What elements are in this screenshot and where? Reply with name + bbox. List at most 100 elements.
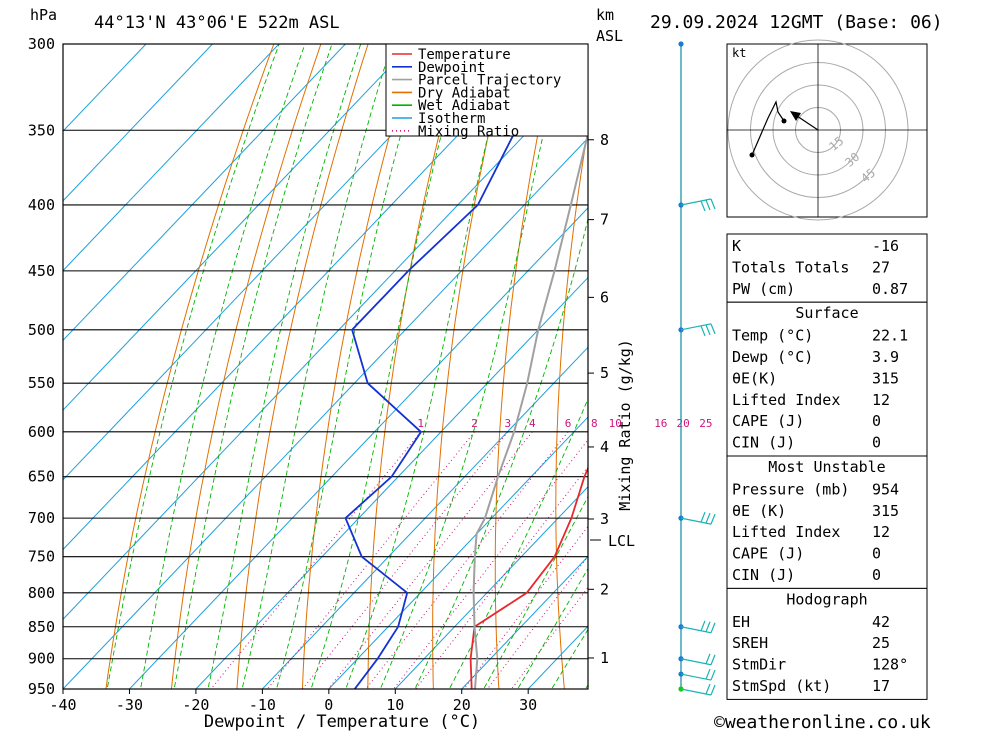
wind-barb-feather — [711, 655, 715, 665]
wind-barb-feather — [711, 623, 715, 633]
index-label: Temp (°C) — [732, 327, 813, 345]
index-value: 27 — [872, 258, 890, 276]
hpa-label: hPa — [30, 6, 57, 24]
isotherm-line — [196, 44, 811, 689]
lcl-label: LCL — [608, 532, 635, 550]
mixing-ratio-line — [211, 432, 421, 689]
wet-adiabat-line — [446, 44, 704, 695]
hodograph-point — [750, 153, 755, 158]
wind-barb-feather — [701, 201, 705, 211]
index-label: K — [732, 237, 741, 255]
mixing-ratio-line — [328, 432, 532, 689]
index-label: CAPE (J) — [732, 412, 804, 430]
index-value: 25 — [872, 634, 890, 652]
wet-adiabat-line — [344, 44, 511, 695]
isotherm-line — [0, 44, 611, 689]
km-tick-label: 8 — [600, 131, 609, 149]
pressure-tick-label: 800 — [28, 584, 55, 602]
mixing-ratio-value: 25 — [699, 417, 712, 430]
km-tick-label: 5 — [600, 364, 609, 382]
mixing-ratio-line — [416, 432, 616, 689]
mixing-ratio-value: 3 — [504, 417, 511, 430]
mixing-ratio-value: 2 — [471, 417, 478, 430]
series-line-parcel-trajectory — [474, 44, 612, 689]
index-value: 3.9 — [872, 348, 899, 366]
mixing-ratio-line — [394, 432, 595, 689]
pressure-tick-label: 600 — [28, 423, 55, 441]
pressure-gridlines — [63, 44, 588, 689]
pressure-axis: 3003504004505005506006507007508008509009… — [28, 35, 55, 698]
wet-adiabat-line — [309, 44, 465, 695]
index-value: 315 — [872, 502, 899, 520]
index-label: θE (K) — [732, 502, 786, 520]
wind-barbs — [678, 41, 715, 695]
dry-adiabat-line — [433, 44, 510, 695]
pressure-tick-label: 900 — [28, 650, 55, 668]
index-label: θE(K) — [732, 369, 777, 387]
mixing-ratio-line — [267, 432, 474, 689]
index-value: 12 — [872, 391, 890, 409]
pressure-tick-label: 300 — [28, 35, 55, 53]
index-value: -16 — [872, 237, 899, 255]
mixing-ratio-value: 1 — [417, 417, 424, 430]
index-label: Dewp (°C) — [732, 348, 813, 366]
index-label: PW (cm) — [732, 280, 795, 298]
series-line-dewpoint — [346, 44, 565, 689]
mixing-ratio-axis-label: Mixing Ratio (g/kg) — [616, 339, 634, 511]
index-value: 0 — [872, 412, 881, 430]
wind-barb-feather — [711, 514, 715, 524]
index-label: Lifted Index — [732, 391, 840, 409]
pressure-tick-label: 500 — [28, 321, 55, 339]
mixing-ratio-value: 4 — [529, 417, 536, 430]
wind-barb-feather — [711, 670, 715, 680]
datetime-title: 29.09.2024 12GMT (Base: 06) — [650, 12, 943, 33]
wind-level-dot — [678, 41, 683, 46]
index-label: StmDir — [732, 656, 786, 674]
wind-barb-feather — [706, 669, 710, 679]
x-axis-label: Dewpoint / Temperature (°C) — [204, 712, 480, 732]
dry-adiabat-line — [556, 44, 604, 695]
km-tick-label: 4 — [600, 438, 609, 456]
index-label: Totals Totals — [732, 258, 849, 276]
indices-table: K -16 Totals Totals 27 PW (cm) 0.87 Surface Tem… — [727, 234, 927, 699]
index-value: 22.1 — [872, 327, 908, 345]
index-value: 0 — [872, 545, 881, 563]
pressure-tick-label: 750 — [28, 548, 55, 566]
wind-barb-feather — [711, 324, 715, 334]
wet-adiabat-line — [140, 44, 306, 695]
hodograph-point — [782, 119, 787, 124]
index-value: 0 — [872, 566, 881, 584]
index-value: 17 — [872, 677, 890, 695]
wet-adiabat-line — [241, 44, 392, 695]
index-value: 12 — [872, 523, 890, 541]
km-tick-label: 6 — [600, 288, 609, 306]
km-tick-label: 2 — [600, 580, 609, 598]
km-tick-label: 1 — [600, 649, 609, 667]
index-value: 0.87 — [872, 280, 908, 298]
mixing-ratio-value: 6 — [565, 417, 572, 430]
km-label: km — [596, 6, 614, 24]
surface-title: Surface — [795, 304, 858, 322]
index-label: SREH — [732, 634, 768, 652]
pressure-tick-label: 700 — [28, 509, 55, 527]
index-label: CAPE (J) — [732, 545, 804, 563]
wind-barb-feather — [706, 622, 710, 632]
wind-barb-feather — [706, 513, 710, 523]
wind-barb-feather — [706, 200, 710, 210]
isotherm-line — [129, 44, 744, 689]
wind-barb-feather — [711, 199, 715, 209]
x-tick-label: -30 — [116, 696, 143, 714]
mixing-ratio-value: 16 — [654, 417, 667, 430]
pressure-tick-label: 650 — [28, 468, 55, 486]
plot-frame — [63, 44, 588, 689]
km-tick-label: 7 — [600, 211, 609, 229]
mixing-ratio-value: 8 — [591, 417, 598, 430]
dry-adiabat-line — [671, 44, 698, 695]
index-value: 315 — [872, 369, 899, 387]
dry-adiabat-line — [932, 44, 1000, 695]
index-value: 0 — [872, 434, 881, 452]
